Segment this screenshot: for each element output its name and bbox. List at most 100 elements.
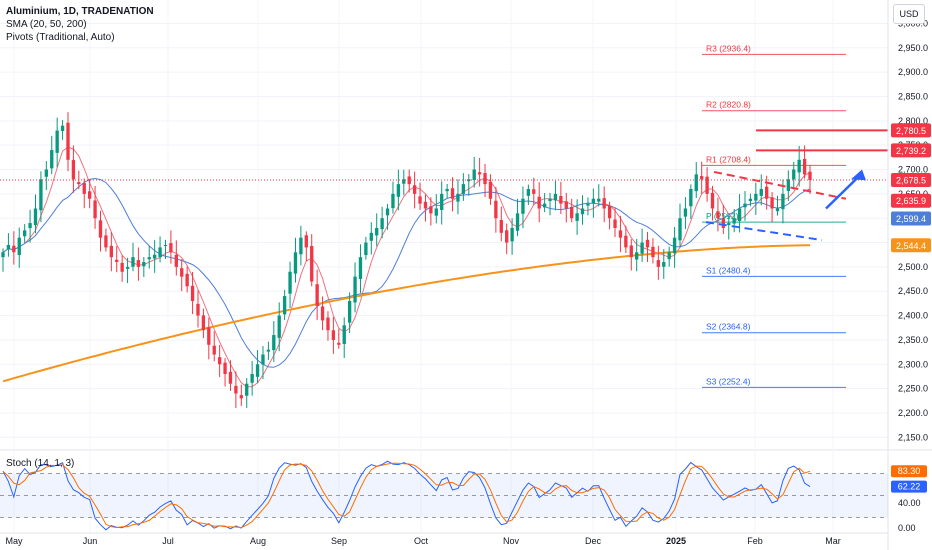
candle-body [250, 373, 254, 383]
pivot-label-r3: R3 (2936.4) [706, 43, 751, 53]
candle-body [662, 262, 666, 267]
candle-body [109, 245, 113, 258]
stoch-d-line [2, 462, 811, 529]
candle-body [667, 252, 671, 260]
symbol-title[interactable]: Aluminium, 1D, TRADENATION [6, 6, 154, 17]
candle-body [575, 213, 579, 221]
candle-body [716, 211, 720, 219]
candle-body [640, 242, 644, 254]
candle-body [293, 252, 298, 274]
candle-body [797, 159, 801, 173]
pivot-label-p: P (2592) [706, 211, 739, 221]
price-badge [891, 143, 931, 158]
price-badge-label: 2,599.4 [896, 214, 926, 224]
candle-body [380, 218, 384, 230]
candle-body [385, 208, 390, 216]
candle-body [607, 205, 612, 219]
candle-body [537, 196, 541, 209]
price-badge-label: 2,739.2 [896, 146, 926, 156]
price-tick-label: 2,450.0 [898, 286, 928, 296]
price-axis[interactable]: 2,150.0 2,200.0 2,250.0 2,300.0 2,350.0 2,400… [887, 0, 931, 550]
candle-body [44, 169, 48, 177]
stoch-badge [891, 465, 927, 478]
candle-body [505, 230, 509, 243]
time-tick-label: Feb [747, 536, 763, 546]
candle-body [440, 193, 444, 210]
price-tick-label: 2,900.0 [898, 67, 928, 77]
candle-body [521, 198, 525, 214]
candle-body [792, 169, 796, 180]
candle-body [239, 395, 243, 399]
pivot-label-s1: S1 (2480.4) [706, 265, 751, 275]
time-tick-label: Nov [503, 536, 520, 546]
candle-body [477, 172, 482, 175]
candle-body [488, 181, 493, 199]
price-badge-label: 2,678.5 [896, 175, 926, 185]
candle-body [337, 342, 341, 345]
candle-body [174, 254, 178, 267]
candle-body [196, 303, 200, 316]
candle-body [261, 354, 265, 365]
candle-body [705, 176, 709, 194]
currency-button[interactable]: USD [893, 4, 925, 24]
candle-body [526, 188, 531, 196]
pivots-indicator-label[interactable]: Pivots (Traditional, Auto) [6, 32, 115, 43]
price-badge [891, 238, 931, 253]
candle-body [672, 237, 677, 254]
candle-body [494, 200, 498, 219]
candle-body [1, 252, 5, 258]
candle-body [570, 206, 574, 219]
candle-body [586, 203, 590, 206]
candle-body [136, 260, 141, 267]
candle-body [694, 174, 698, 192]
candle-body [93, 200, 97, 219]
candle-body [364, 242, 368, 256]
candle-body [759, 188, 763, 196]
candle-body [737, 208, 742, 222]
candle-body [624, 235, 628, 248]
candle-body [645, 239, 650, 248]
candle-body [515, 213, 520, 231]
candle-body [754, 193, 758, 201]
candle-body [98, 220, 103, 238]
candle-body [326, 317, 330, 331]
candle-body [369, 232, 373, 241]
candle-body [548, 198, 552, 202]
candle-body [418, 196, 422, 204]
candle-body [629, 245, 633, 258]
candle-body [277, 315, 281, 338]
candle-body [732, 218, 736, 224]
sma-indicator-label[interactable]: SMA (20, 50, 200) [6, 19, 87, 30]
candle-body [282, 296, 287, 315]
pivot-label-r1: R1 (2708.4) [706, 154, 751, 164]
stochastic-pane: 83.30 62.22 40.00 0.00 [0, 460, 927, 533]
candle-body [651, 246, 655, 258]
candle-body [396, 184, 401, 197]
time-tick-label: Dec [585, 536, 602, 546]
candle-body [50, 150, 54, 169]
candle-body [212, 345, 216, 355]
candle-body [299, 237, 303, 255]
price-badge [891, 193, 931, 208]
candle-body [472, 169, 476, 180]
stoch-indicator-label[interactable]: Stoch (14, 1, 3) [6, 458, 75, 469]
price-badge [891, 123, 931, 138]
time-tick-label: 2025 [666, 536, 686, 546]
candle-body [700, 176, 704, 180]
candle-body [185, 273, 189, 287]
stoch-badge-label: 83.30 [898, 466, 921, 476]
candle-body [347, 300, 352, 323]
candle-body [580, 208, 585, 215]
pivot-label-s2: S2 (2364.8) [706, 322, 751, 332]
candle-body [33, 208, 38, 226]
time-axis[interactable]: May Jun Jul Aug Sep Oct Nov Dec 2025 Feb Mar [0, 532, 888, 546]
price-badge [891, 211, 931, 226]
pivot-levels: R3 (2936.4) R2 (2820.8) R1 (2708.4) P (2592… [702, 43, 846, 388]
candle-body [635, 252, 639, 260]
candle-body [591, 198, 596, 204]
candle-body [602, 198, 606, 209]
candle-body [597, 198, 601, 202]
candle-body [169, 243, 173, 253]
price-tick-label: 2,850.0 [898, 91, 928, 101]
